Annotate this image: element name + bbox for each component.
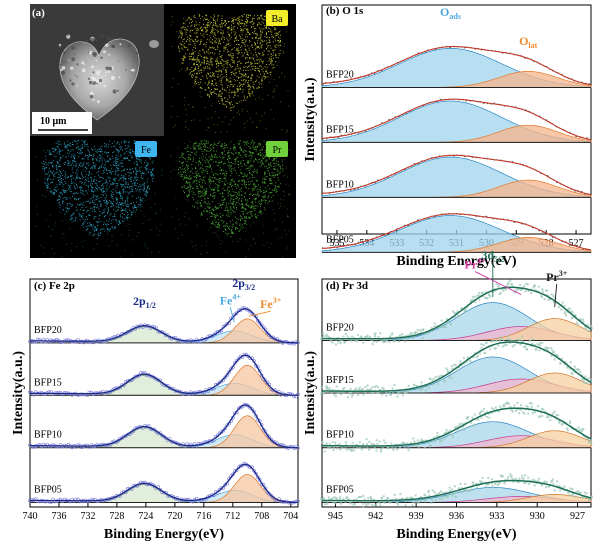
spectrum-bfp10-d (321, 401, 592, 453)
sample-label-bfp20-d: BFP20 (326, 323, 354, 334)
annotation-oads-b: Oads (440, 5, 461, 21)
x-tick-label-c-8: 708 (254, 511, 269, 522)
x-tick-label-d-1: 942 (368, 511, 383, 522)
spectrum-bfp20-c (29, 307, 300, 346)
x-tick-label-c-5: 720 (167, 511, 182, 522)
y-axis-label-b: Intensity(a.u.) (303, 77, 318, 161)
x-tick-label-c-0: 740 (23, 511, 38, 522)
sample-label-bfp20-b: BFP20 (326, 69, 354, 80)
spectrum-bfp15-c (29, 353, 300, 398)
sample-label-bfp10-c: BFP10 (34, 430, 62, 441)
spectrum-bfp05-c (29, 462, 300, 504)
x-tick-label-c-7: 712 (225, 511, 240, 522)
panel-title-c: (c) Fe 2p (34, 280, 75, 292)
ba-map-label: Ba (271, 14, 283, 25)
y-axis-label-d: Intensity(a.u.) (303, 351, 318, 435)
sample-label-bfp05-d: BFP05 (326, 484, 354, 495)
x-tick-label-c-4: 724 (138, 511, 153, 522)
x-tick-label-c-1: 736 (51, 511, 66, 522)
spectrum-bfp10-b (322, 155, 591, 198)
sample-label-bfp05-c: BFP05 (34, 484, 62, 495)
spectrum-bfp15-d (320, 335, 592, 398)
chart-pr3d: 945 942 939 936 933 930 927 Binding Energy(eV) I… (303, 248, 593, 542)
sample-label-bfp15-d: BFP15 (326, 375, 354, 386)
annotation-fe4-c: Fe4+ (220, 292, 242, 307)
sample-label-bfp05-b: BFP05 (326, 234, 354, 245)
sample-label-bfp10-b: BFP10 (326, 179, 354, 190)
y-axis-label-c: Intensity(a.u.) (11, 351, 26, 435)
annotation-pr4-d: Pr4+ (464, 257, 486, 272)
x-tick-label-d-3: 936 (449, 511, 464, 522)
x-tick-label-d-4: 933 (489, 511, 504, 522)
x-axis-label-c: Binding Energy(eV) (104, 527, 225, 542)
chart-fe2p: 740 736 732 728 724 720 716 712 708 704 Binding En… (11, 276, 300, 542)
annotation-pr3-d: Pr3+ (546, 269, 568, 284)
x-tick-label-d-6: 927 (570, 511, 585, 522)
pr-map-label: Pr (273, 145, 283, 156)
x-axis-label-d: Binding Energy(eV) (396, 527, 517, 542)
sample-label-bfp15-c: BFP15 (34, 377, 62, 388)
x-tick-label-c-9: 704 (283, 511, 298, 522)
panel-a: 10 μm (a) Ba Fe Pr (30, 4, 296, 261)
spectrum-bfp05-b (322, 213, 591, 252)
fe-map-label: Fe (141, 145, 152, 156)
x-tick-label-c-3: 728 (109, 511, 124, 522)
spectrum-bfp10-c (29, 403, 300, 450)
annotation-pr4-d-arrow (475, 272, 521, 295)
sample-label-bfp15-b: BFP15 (326, 124, 354, 135)
panel-title-d: (d) Pr 3d (326, 280, 368, 292)
annotation-olat-b: Olat (519, 34, 538, 50)
sem-scale-bar-label: 10 μm (40, 116, 67, 127)
sample-label-bfp10-d: BFP10 (326, 430, 354, 441)
spectrum-bfp15-b (322, 99, 591, 143)
x-tick-label-c-2: 732 (80, 511, 95, 522)
spectrum-bfp05-d (320, 473, 593, 508)
x-tick-label-d-2: 939 (409, 511, 424, 522)
panel-a-label: (a) (32, 7, 45, 19)
chart-o1s: 535534533532531530529528527Binding Energ… (303, 5, 591, 269)
x-tick-label-d-0: 945 (328, 511, 343, 522)
sample-label-bfp20-c: BFP20 (34, 325, 62, 336)
annotation-pr3-d-arrow (555, 284, 557, 307)
annotation-fe3-c: Fe3+ (260, 296, 282, 311)
spectrum-bfp20-b (322, 46, 591, 87)
sem-debris (149, 40, 159, 48)
annotation-2p12-c: 2p1/2 (133, 294, 156, 310)
x-tick-label-d-5: 930 (530, 511, 545, 522)
panel-title-b: (b) O 1s (326, 5, 364, 17)
x-tick-label-c-6: 716 (196, 511, 211, 522)
